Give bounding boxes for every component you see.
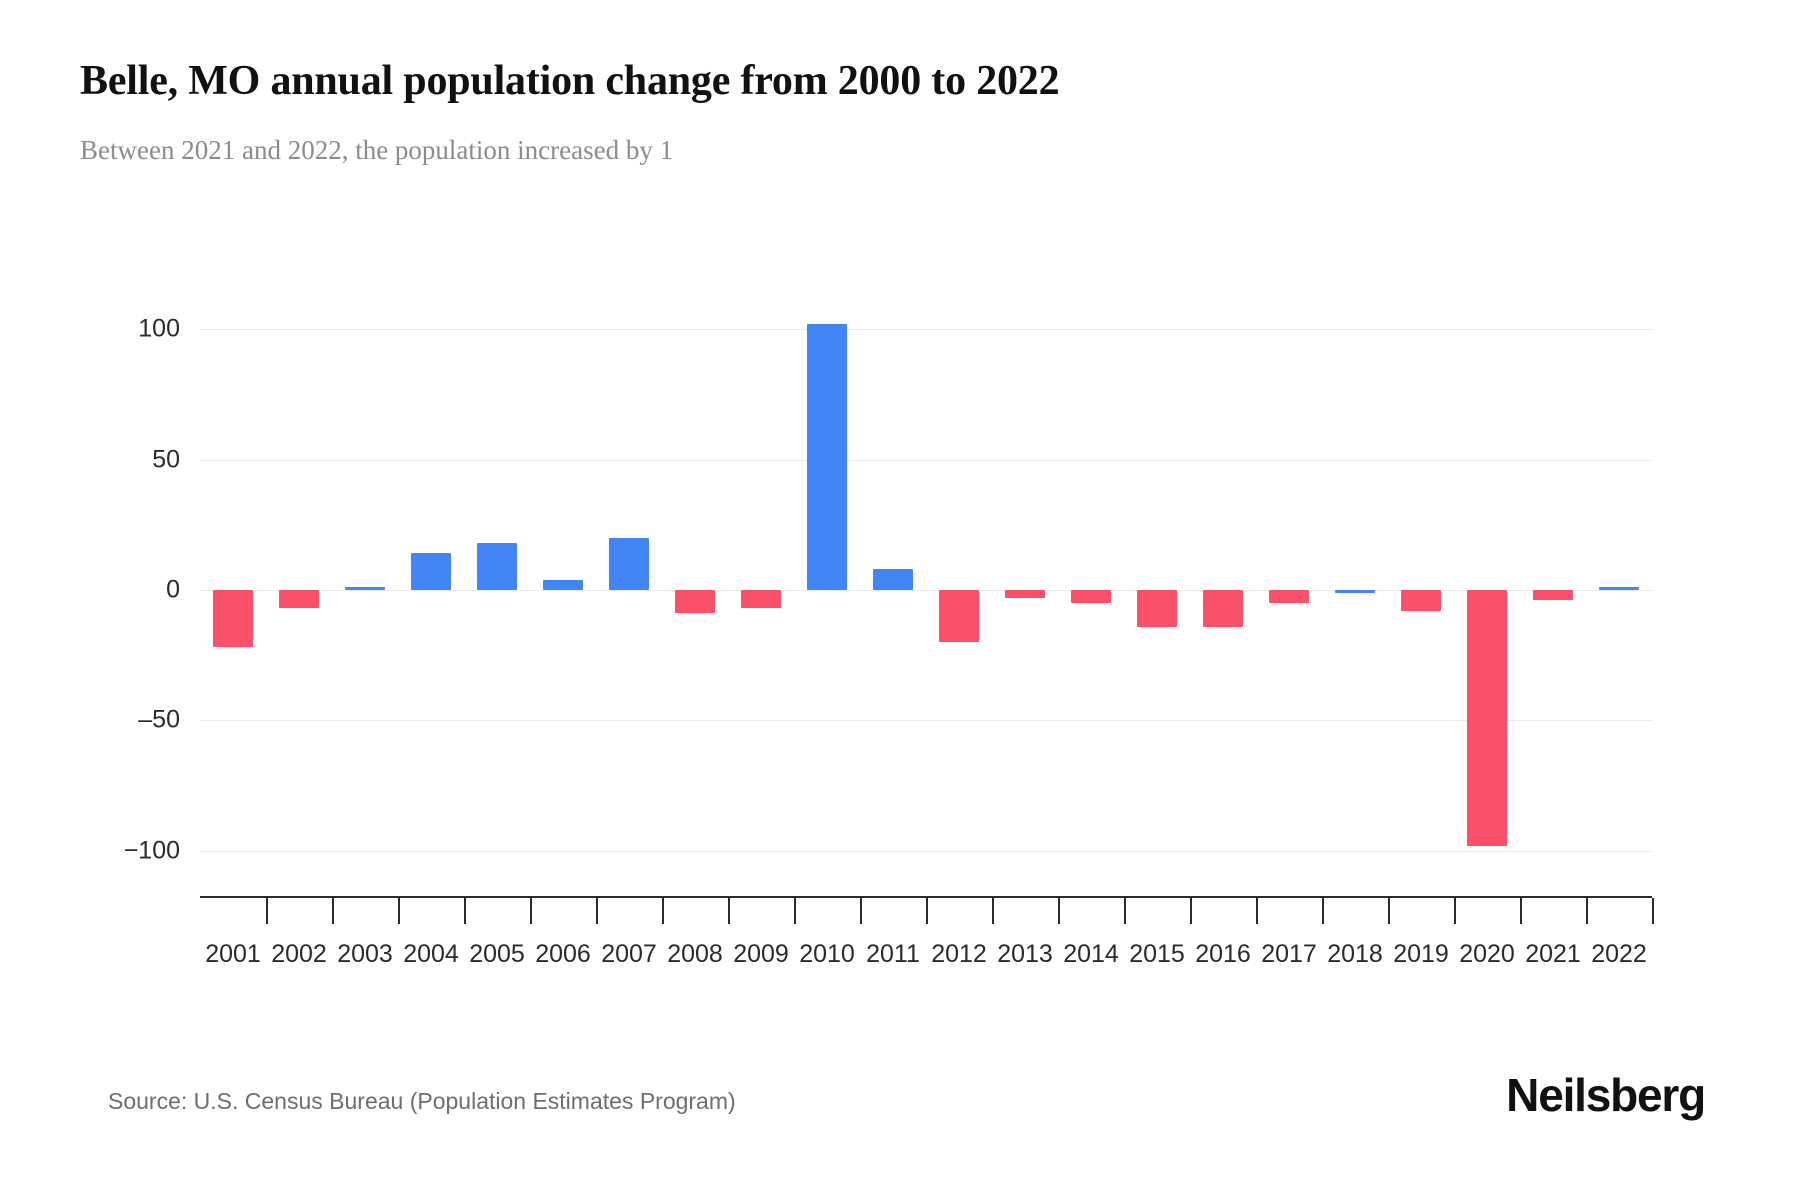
bar-2021[interactable] — [1532, 590, 1574, 601]
x-axis-tick-label: 2004 — [403, 940, 459, 968]
bar-2007[interactable] — [608, 537, 650, 590]
x-axis-tick-label: 2002 — [271, 940, 327, 968]
bar-2019[interactable] — [1400, 590, 1442, 611]
x-axis-tick — [992, 898, 994, 924]
source-note: Source: U.S. Census Bureau (Population E… — [108, 1088, 736, 1114]
gridline — [200, 459, 1652, 461]
x-axis-tick — [464, 898, 466, 924]
x-axis-tick — [728, 898, 730, 924]
x-axis-tick — [1058, 898, 1060, 924]
x-axis-tick — [1124, 898, 1126, 924]
x-axis-tick-label: 2008 — [667, 940, 723, 968]
x-axis-tick-label: 2006 — [535, 940, 591, 968]
x-axis-tick — [596, 898, 598, 924]
zero-gridline — [200, 590, 1652, 591]
chart-subtitle: Between 2021 and 2022, the population in… — [80, 135, 674, 165]
bar-2001[interactable] — [212, 590, 254, 648]
x-axis-tick — [1520, 898, 1522, 924]
x-axis-tick-label: 2010 — [799, 940, 855, 968]
bar-2011[interactable] — [872, 569, 914, 590]
x-axis-tick — [398, 898, 400, 924]
x-axis-tick — [860, 898, 862, 924]
x-axis-tick — [1454, 898, 1456, 924]
bar-series — [200, 290, 1652, 890]
gridline — [200, 720, 1652, 722]
x-axis-tick-label: 2017 — [1261, 940, 1317, 968]
x-axis-tick-label: 2012 — [931, 940, 987, 968]
x-axis-tick-label: 2015 — [1129, 940, 1185, 968]
bar-2008[interactable] — [674, 590, 716, 614]
gridline — [200, 850, 1652, 852]
x-axis-tick — [1256, 898, 1258, 924]
bar-2018[interactable] — [1334, 590, 1376, 593]
x-axis-tick — [1586, 898, 1588, 924]
x-axis-line — [200, 896, 1652, 898]
x-axis-tick — [1190, 898, 1192, 924]
x-axis-tick-label: 2005 — [469, 940, 525, 968]
x-axis-tick — [530, 898, 532, 924]
gridline — [200, 329, 1652, 331]
x-axis-tick-label: 2013 — [997, 940, 1053, 968]
bar-2009[interactable] — [740, 590, 782, 609]
y-axis-tick-label: 50 — [152, 445, 180, 474]
y-axis-tick-label: ‒50 — [138, 705, 180, 734]
bar-2002[interactable] — [278, 590, 320, 609]
bar-2003[interactable] — [344, 587, 386, 591]
bar-2012[interactable] — [938, 590, 980, 643]
x-axis-tick-label: 2021 — [1525, 940, 1581, 968]
x-axis-tick-label: 2019 — [1393, 940, 1449, 968]
bar-2016[interactable] — [1202, 590, 1244, 627]
bar-2015[interactable] — [1136, 590, 1178, 627]
x-axis-tick — [266, 898, 268, 924]
bar-2022[interactable] — [1598, 587, 1640, 591]
x-axis-tick-label: 2018 — [1327, 940, 1383, 968]
bar-2014[interactable] — [1070, 590, 1112, 604]
x-axis-tick — [332, 898, 334, 924]
x-axis-tick-label: 2009 — [733, 940, 789, 968]
x-axis-tick — [1322, 898, 1324, 924]
x-axis-tick — [1388, 898, 1390, 924]
x-axis-tick — [926, 898, 928, 924]
bar-2004[interactable] — [410, 553, 452, 590]
x-axis-tick-label: 2016 — [1195, 940, 1251, 968]
x-axis-tick-label: 2014 — [1063, 940, 1119, 968]
x-axis-tick-label: 2003 — [337, 940, 393, 968]
y-axis-tick-label: −100 — [123, 836, 180, 865]
bar-2005[interactable] — [476, 543, 518, 590]
plot-area — [200, 290, 1652, 890]
x-axis-tick — [1652, 898, 1654, 924]
y-axis-tick-label: 100 — [138, 314, 180, 343]
bar-2013[interactable] — [1004, 590, 1046, 598]
chart-title: Belle, MO annual population change from … — [80, 58, 1060, 104]
x-axis-tick-label: 2011 — [866, 940, 920, 968]
brand-logo: Neilsberg — [1506, 1069, 1706, 1121]
x-axis-tick-label: 2001 — [205, 940, 261, 968]
x-axis-tick — [662, 898, 664, 924]
bar-2017[interactable] — [1268, 590, 1310, 604]
x-axis-tick — [794, 898, 796, 924]
bar-2010[interactable] — [806, 323, 848, 590]
x-axis-tick-label: 2007 — [601, 940, 657, 968]
y-axis-tick-label: 0 — [166, 575, 180, 604]
x-axis-tick-label: 2022 — [1591, 940, 1647, 968]
bar-2020[interactable] — [1466, 590, 1508, 846]
bar-2006[interactable] — [542, 579, 584, 590]
x-axis-tick-label: 2020 — [1459, 940, 1515, 968]
